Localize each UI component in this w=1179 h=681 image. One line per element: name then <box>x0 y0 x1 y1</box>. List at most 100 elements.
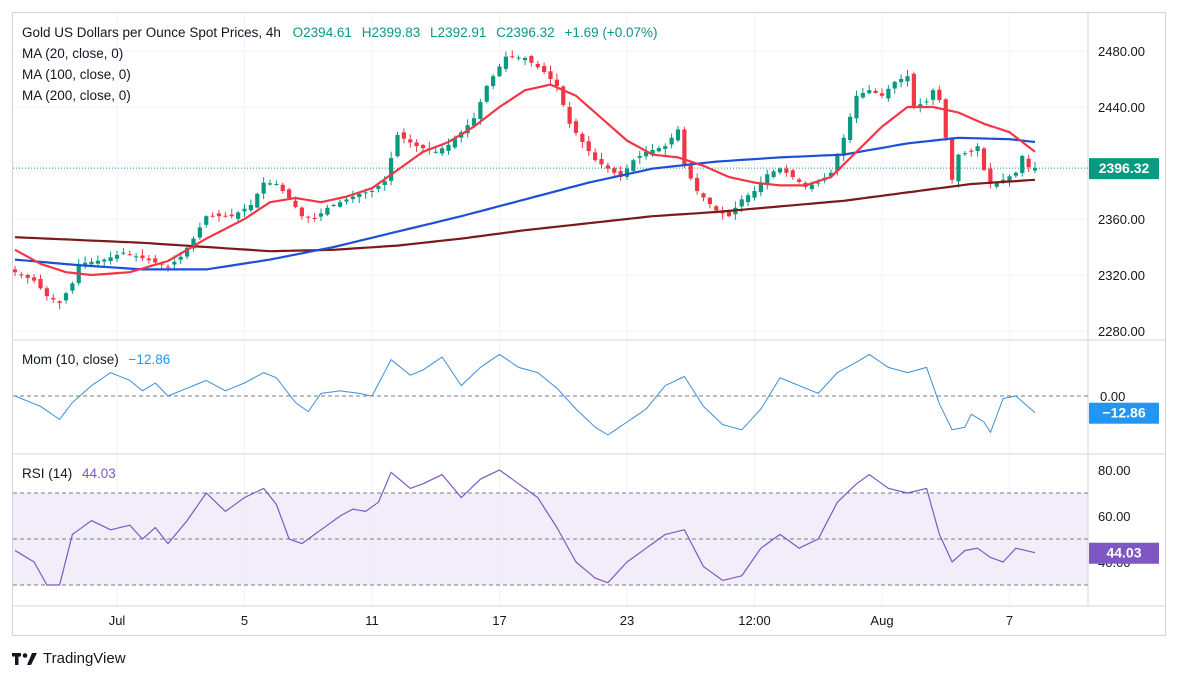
candle-body <box>1020 156 1025 173</box>
candle-body <box>790 170 795 177</box>
candle-body <box>25 274 30 278</box>
candle-body <box>510 56 515 58</box>
candle-body <box>32 277 37 281</box>
candle-body <box>752 191 757 198</box>
candle-body <box>471 118 477 126</box>
rsi-badge <box>1089 542 1159 564</box>
ma20-line <box>14 83 1036 277</box>
candle-body <box>172 261 177 265</box>
ohlc-close: C2396.32 <box>496 25 555 40</box>
candle-body <box>943 99 948 138</box>
candle-body <box>363 192 368 194</box>
price-tick-label: 2480.00 <box>1098 44 1145 59</box>
axis-labels: 2280.002320.002360.002440.002480.000.004… <box>109 44 1159 628</box>
candle-body <box>401 132 406 139</box>
candle-body <box>236 212 241 219</box>
candle-body <box>44 288 49 296</box>
candle-body <box>542 66 547 72</box>
candle-body <box>38 279 43 289</box>
candle-body <box>395 135 400 157</box>
candle-body <box>1007 176 1012 183</box>
ohlc-change: +1.69 (+0.07%) <box>564 25 658 40</box>
candle-body <box>1032 168 1038 171</box>
candle-body <box>306 216 311 218</box>
price-tick-label: 2320.00 <box>1098 268 1145 283</box>
candle-body <box>994 181 999 187</box>
candle-body <box>344 199 349 202</box>
legend-ma100[interactable]: MA (100, close, 0) <box>22 67 131 82</box>
candle-body <box>707 197 712 205</box>
rsi-badge-text: 44.03 <box>1106 545 1141 561</box>
candle-body <box>682 129 687 166</box>
candle-body <box>261 182 266 194</box>
momentum-pane <box>14 353 1036 436</box>
candle-body <box>975 146 980 152</box>
time-tick-label: Aug <box>870 613 893 628</box>
candle-body <box>146 258 151 261</box>
candle-body <box>956 154 961 182</box>
candle-body <box>159 263 164 265</box>
rsi-band <box>13 493 1088 585</box>
candle-body <box>695 177 700 191</box>
candle-body <box>127 254 132 256</box>
candle-body <box>777 168 783 173</box>
candle-body <box>369 191 375 192</box>
candle-body <box>312 217 317 219</box>
candle-body <box>905 76 910 82</box>
tradingview-logo[interactable]: TradingView <box>12 650 126 667</box>
candle-body <box>389 158 394 181</box>
candle-body <box>83 262 88 266</box>
candle-body <box>835 155 840 172</box>
candle-body <box>892 81 897 89</box>
legend-ma200[interactable]: MA (200, close, 0) <box>22 88 131 103</box>
legend-ma20[interactable]: MA (20, close, 0) <box>22 46 124 61</box>
candle-body <box>57 301 62 303</box>
candle-body <box>548 71 553 79</box>
moving-averages <box>14 83 1036 277</box>
candle-body <box>586 141 591 152</box>
candle-body <box>631 160 636 171</box>
candle-body <box>140 255 145 259</box>
ohlc-low: L2392.91 <box>430 25 487 40</box>
candle-body <box>287 189 292 198</box>
candle-body <box>382 181 387 185</box>
candle-body <box>267 183 273 185</box>
candle-body <box>879 93 885 96</box>
momentum-legend: Mom (10, close) −12.86 <box>22 349 170 370</box>
candle-body <box>408 139 413 143</box>
candle-body <box>573 121 579 133</box>
candle-body <box>739 199 744 207</box>
candle-body <box>293 200 298 208</box>
candle-body <box>280 184 285 191</box>
candle-body <box>229 214 234 217</box>
candle-body <box>873 90 878 93</box>
price-tick-label: 2280.00 <box>1098 324 1145 339</box>
candle-body <box>663 146 668 149</box>
candle-body <box>937 89 942 100</box>
candle-body <box>746 195 751 203</box>
candle-body <box>714 206 719 211</box>
candle-body <box>357 193 362 198</box>
candle-body <box>114 254 120 259</box>
candle-body <box>331 205 336 206</box>
momentum-value: −12.86 <box>128 352 171 367</box>
candle-body <box>669 137 674 145</box>
candle-body <box>210 215 215 217</box>
symbol-title[interactable]: Gold US Dollars per Ounce Spot Prices, 4… <box>22 25 281 40</box>
rsi-tick-label: 60.00 <box>1098 509 1131 524</box>
candle-body <box>765 174 770 185</box>
rsi-line <box>14 469 1036 586</box>
momentum-label[interactable]: Mom (10, close) <box>22 352 119 367</box>
candle-body <box>650 149 655 155</box>
candle-body <box>165 266 171 268</box>
candle-body <box>771 171 776 177</box>
candle-body <box>930 90 936 100</box>
rsi-label[interactable]: RSI (14) <box>22 466 73 481</box>
candle-body <box>503 56 508 69</box>
time-tick-label: 11 <box>365 613 379 628</box>
tradingview-logo-icon <box>12 652 37 665</box>
candle-body <box>452 138 457 148</box>
candle-body <box>701 193 706 198</box>
candle-body <box>433 151 438 153</box>
